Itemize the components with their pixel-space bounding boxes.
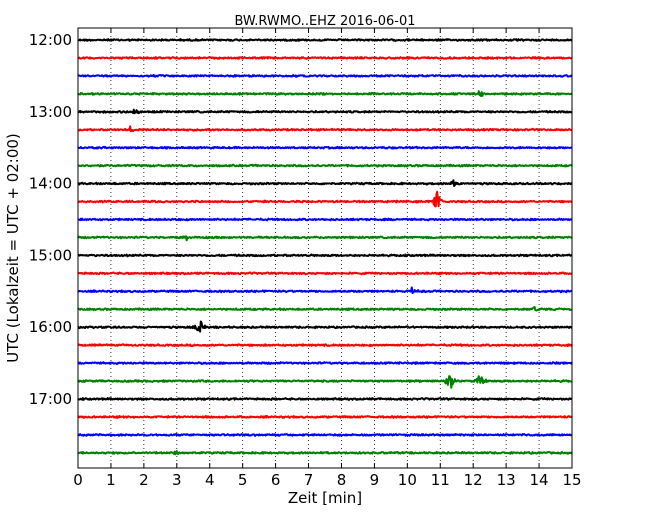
plot-frame <box>77 27 573 469</box>
x-tick-label-2: 2 <box>139 471 149 489</box>
x-tick-label-1: 1 <box>106 471 116 489</box>
chart-title: BW.RWMO..EHZ 2016-06-01 <box>234 14 415 29</box>
x-tick-label-11: 11 <box>431 471 450 489</box>
trace-1400 <box>77 179 573 187</box>
seismic-traces <box>77 38 573 456</box>
trace-1715 <box>77 415 573 419</box>
trace-1645 <box>77 375 573 389</box>
trace-1230 <box>77 74 573 78</box>
x-tick-label-8: 8 <box>337 471 347 489</box>
y-axis-label: UTC (Lokalzeit = UTC + 02:00) <box>4 133 22 363</box>
trace-1700 <box>77 397 573 401</box>
x-tick-label-3: 3 <box>172 471 182 489</box>
x-tick-label-13: 13 <box>497 471 516 489</box>
x-tick-label-15: 15 <box>562 471 581 489</box>
trace-1730 <box>77 433 573 437</box>
trace-1515 <box>77 271 573 276</box>
y-tick-label-1300: 13:00 <box>29 103 72 121</box>
x-tick-label-14: 14 <box>530 471 549 489</box>
trace-1215 <box>77 56 573 60</box>
trace-1500 <box>77 253 573 258</box>
trace-1630 <box>77 361 573 365</box>
trace-1245 <box>77 90 573 97</box>
y-tick-label-1200: 12:00 <box>29 31 72 49</box>
axis-ticks: 0 1 2 3 4 5 6 7 8 9 10 11 12 13 14 1512:0013:0014:0015:… <box>29 28 582 489</box>
y-tick-label-1500: 15:00 <box>29 246 72 264</box>
trace-1345 <box>77 163 573 168</box>
x-tick-label-12: 12 <box>464 471 483 489</box>
x-tick-label-7: 7 <box>304 471 314 489</box>
x-tick-label-4: 4 <box>205 471 215 489</box>
y-tick-label-1400: 14:00 <box>29 175 72 193</box>
x-tick-label-6: 6 <box>271 471 281 489</box>
trace-1315 <box>77 125 573 133</box>
trace-1300 <box>77 108 573 115</box>
trace-1415 <box>77 190 573 208</box>
trace-1615 <box>77 343 573 347</box>
trace-1545 <box>77 306 573 312</box>
trace-1445 <box>77 235 573 242</box>
x-tick-label-0: 0 <box>73 471 83 489</box>
trace-1430 <box>77 217 573 222</box>
trace-1600 <box>77 320 573 333</box>
x-tick-label-5: 5 <box>238 471 248 489</box>
trace-1745 <box>77 450 573 456</box>
trace-1530 <box>77 286 573 294</box>
y-tick-label-1600: 16:00 <box>29 318 72 336</box>
trace-1200 <box>77 38 573 42</box>
x-axis-label: Zeit [min] <box>288 489 362 507</box>
x-tick-label-10: 10 <box>398 471 417 489</box>
x-tick-label-9: 9 <box>370 471 380 489</box>
y-tick-label-1700: 17:00 <box>29 390 72 408</box>
trace-1330 <box>77 145 573 150</box>
